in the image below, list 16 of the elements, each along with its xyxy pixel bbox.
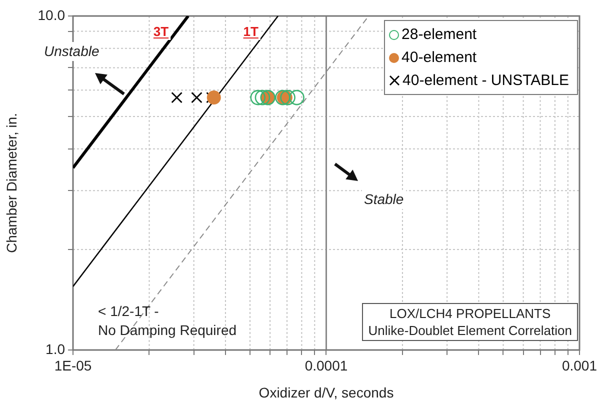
x-tick-label: 0.0001 — [304, 357, 348, 374]
x-tick-label: 1E-05 — [54, 357, 92, 374]
legend-label: 28-element — [402, 26, 477, 43]
legend-label: 40-element - UNSTABLE — [402, 72, 569, 89]
annotation: Stable — [362, 190, 406, 209]
series-label: 1T — [243, 24, 258, 39]
x-axis-title: Oxidizer d/V, seconds — [258, 384, 394, 400]
y-axis-title: Chamber Diameter, in. — [3, 112, 20, 254]
x-tick-label: 0.001 — [562, 357, 598, 374]
y-tick-label: 10.0 — [38, 6, 66, 23]
annotation: < 1/2-1T - No Damping Required — [98, 302, 237, 340]
annotation: Unstable — [42, 42, 102, 61]
annotation: LOX/LCH4 PROPELLANTS Unlike-Doublet Element Correlation — [362, 303, 578, 341]
series-label: 3T — [153, 24, 169, 39]
legend-label: 40-element — [402, 49, 477, 66]
y-tick-label: 1.0 — [46, 340, 66, 357]
